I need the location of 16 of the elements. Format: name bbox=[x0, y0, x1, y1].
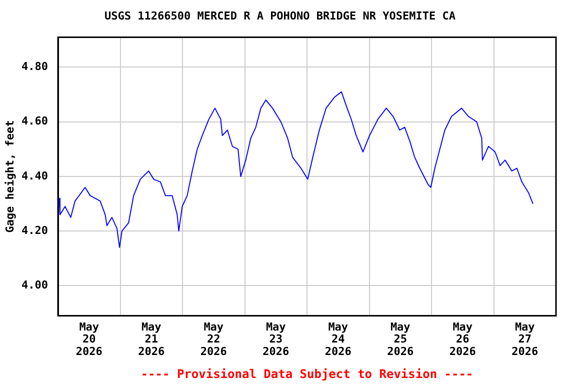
x-tick-label: May 23 2026 bbox=[262, 320, 290, 358]
x-tick-label: May 25 2026 bbox=[387, 320, 414, 358]
x-tick-label: May 27 2026 bbox=[512, 320, 538, 358]
x-tick-label: May 21 2026 bbox=[138, 320, 165, 358]
y-tick-label: 4.80 bbox=[22, 60, 48, 74]
x-tick-label: May 20 2026 bbox=[76, 320, 103, 358]
x-tick-label: May 24 2026 bbox=[324, 320, 352, 358]
y-tick-label: 4.20 bbox=[22, 224, 48, 237]
text: ---- Provisional Data Subject to Revision ---- bbox=[140, 367, 474, 382]
y-tick-label: 4.40 bbox=[22, 169, 48, 182]
y-axis-title: Gage height, feet bbox=[3, 120, 16, 233]
x-tick-label: May 22 2026 bbox=[200, 320, 228, 358]
chart-title: USGS 11266500 MERCED R A POHONO BRIDGE NR YOSEMITE CA bbox=[104, 9, 456, 22]
y-tick-label: 4.60 bbox=[22, 114, 48, 128]
x-tick-label: May 26 2026 bbox=[449, 320, 476, 358]
y-tick-label: 4.00 bbox=[22, 278, 48, 292]
